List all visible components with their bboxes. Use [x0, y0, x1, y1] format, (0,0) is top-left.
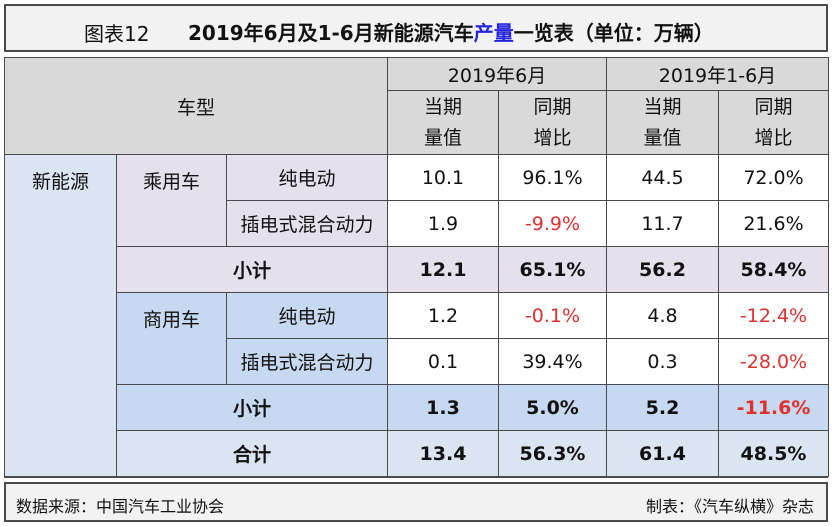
footer-bar: 数据来源：中国汽车工业协会 制表：《汽车纵横》杂志: [4, 482, 828, 522]
total-label: 合计: [116, 430, 388, 477]
header-line: 量值: [423, 126, 462, 149]
cell-value: 1.9: [387, 200, 499, 247]
title-highlight: 产量: [473, 21, 514, 45]
header-june-current: 当期 量值: [387, 90, 499, 155]
cell-value: 0.1: [387, 338, 499, 385]
header-ytd-growth: 同期 增比: [718, 90, 829, 155]
cell-value: 44.5: [606, 154, 719, 201]
cell-value: 39.4%: [498, 338, 607, 385]
cell-value: 96.1%: [498, 154, 607, 201]
header-line: 增比: [533, 126, 572, 149]
row-label: 插电式混合动力: [226, 338, 388, 385]
cell-value: 72.0%: [718, 154, 829, 201]
header-line: 增比: [754, 126, 793, 149]
cell-value: 21.6%: [718, 200, 829, 247]
header-ytd-current: 当期 量值: [606, 90, 719, 155]
title-part-1: 2019年6月及1-6月新能源汽车: [188, 21, 474, 45]
row-label: 纯电动: [226, 292, 388, 339]
cell-value: 4.8: [606, 292, 719, 339]
cell-value-negative: -28.0%: [718, 338, 829, 385]
cell-value: 61.4: [606, 430, 719, 477]
figure-label: 图表12: [84, 22, 150, 46]
cell-value: 1.2: [387, 292, 499, 339]
cell-value-negative: -12.4%: [718, 292, 829, 339]
cell-value: 65.1%: [498, 246, 607, 293]
header-june: 2019年6月: [387, 57, 607, 91]
cell-value: 48.5%: [718, 430, 829, 477]
cell-value: 0.3: [606, 338, 719, 385]
cell-value: 5.2: [606, 384, 719, 431]
table-title: 2019年6月及1-6月新能源汽车产量一览表（单位：万辆）: [188, 17, 714, 46]
header-line: 量值: [643, 126, 682, 149]
header-june-growth: 同期 增比: [498, 90, 607, 155]
row-label: 插电式混合动力: [226, 200, 388, 247]
header-line: 当期: [423, 95, 462, 118]
production-table: 车型 2019年6月 2019年1-6月 当期量值 同期增比 当期量值 同期增比…: [4, 57, 829, 477]
group-commercial: 商用车: [116, 292, 227, 385]
subtotal-label: 小计: [116, 384, 388, 431]
header-ytd: 2019年1-6月: [606, 57, 829, 91]
subtotal-label: 小计: [116, 246, 388, 293]
cell-value: 5.0%: [498, 384, 607, 431]
title-part-2: 一览表（单位：万辆）: [513, 21, 714, 45]
cell-value: 13.4: [387, 430, 499, 477]
cell-value: 58.4%: [718, 246, 829, 293]
title-bar: 图表12 2019年6月及1-6月新能源汽车产量一览表（单位：万辆）: [4, 4, 828, 52]
row-label: 纯电动: [226, 154, 388, 201]
table-maker: 制表：《汽车纵横》杂志: [645, 497, 814, 516]
cell-value: 56.2: [606, 246, 719, 293]
cell-value: 11.7: [606, 200, 719, 247]
group-passenger: 乘用车: [116, 154, 227, 247]
cell-value: 56.3%: [498, 430, 607, 477]
header-line: 同期: [533, 95, 572, 118]
data-source: 数据来源：中国汽车工业协会: [16, 497, 225, 516]
category-nev: 新能源: [4, 154, 117, 477]
header-line: 同期: [754, 95, 793, 118]
cell-value: 12.1: [387, 246, 499, 293]
header-line: 当期: [643, 95, 682, 118]
cell-value: 10.1: [387, 154, 499, 201]
header-vehicle-type: 车型: [4, 57, 388, 155]
cell-value-negative: -0.1%: [498, 292, 607, 339]
cell-value-negative: -11.6%: [718, 384, 829, 431]
cell-value: 1.3: [387, 384, 499, 431]
cell-value-negative: -9.9%: [498, 200, 607, 247]
